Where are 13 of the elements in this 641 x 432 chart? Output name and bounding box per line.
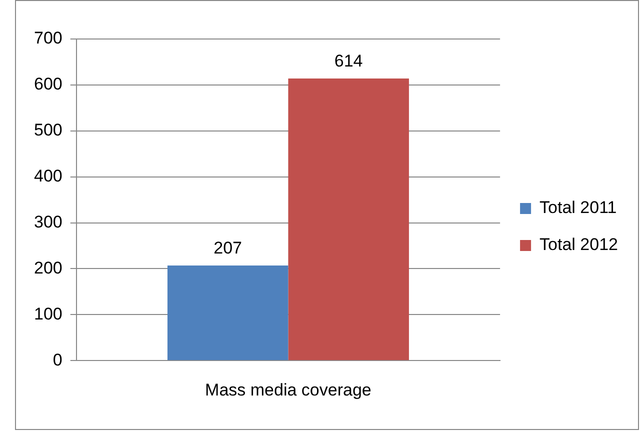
legend-label: Total 2011 [540, 198, 617, 218]
y-tick-label: 700 [34, 28, 62, 48]
y-tick-label: 500 [34, 120, 62, 140]
y-tick-label: 200 [34, 258, 62, 278]
y-tick-label: 600 [34, 74, 62, 94]
y-tick-label: 0 [52, 350, 62, 370]
y-tick-label: 400 [34, 166, 62, 186]
data-label: 614 [334, 52, 363, 71]
x-tick-label: Mass media coverage [205, 380, 372, 400]
y-tick-label: 100 [34, 304, 62, 324]
y-tick-label: 300 [34, 212, 62, 232]
data-label: 207 [214, 238, 242, 258]
legend-label: Total 2012 [540, 235, 618, 254]
